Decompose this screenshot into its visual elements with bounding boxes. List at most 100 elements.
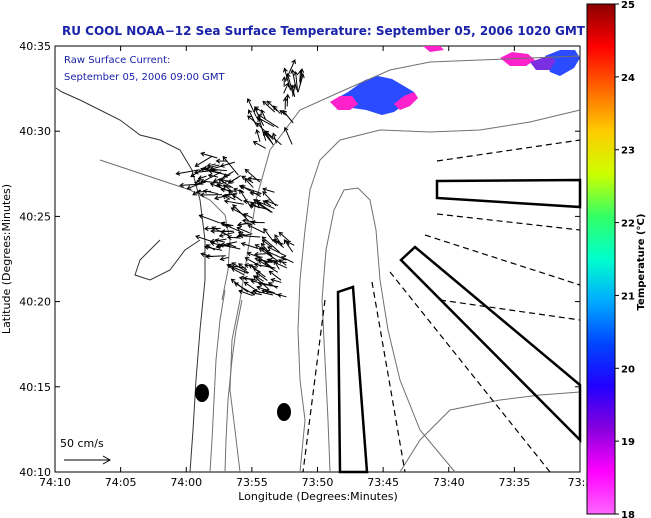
current-vector	[244, 177, 254, 188]
x-tick-label: 74:05	[105, 476, 137, 489]
scale-arrow: 50 cm/s	[60, 437, 112, 465]
current-vectors	[175, 59, 305, 298]
x-tick-label: 73:55	[236, 476, 268, 489]
current-vector	[220, 187, 236, 193]
current-vector	[238, 289, 253, 297]
current-vector	[282, 67, 292, 91]
current-vector	[271, 132, 277, 144]
current-vector	[266, 100, 278, 112]
colorbar-tick-label: 23	[621, 146, 635, 157]
current-vector	[246, 251, 259, 258]
current-vector	[265, 249, 287, 261]
current-vector	[254, 275, 264, 282]
current-vector	[266, 258, 288, 269]
colorbar-tick-label: 20	[621, 364, 635, 375]
current-vector	[264, 261, 274, 270]
current-vector	[267, 282, 278, 289]
current-vector	[258, 248, 280, 263]
current-vector	[248, 264, 266, 278]
current-vector	[195, 234, 215, 243]
coastline-main	[55, 87, 206, 473]
x-tick-label: 74:00	[170, 476, 202, 489]
contour-shelf	[297, 109, 581, 473]
current-vector	[240, 185, 262, 198]
current-vector	[256, 122, 274, 140]
colorbar-tick-label: 22	[621, 219, 635, 230]
y-axis-label: Latitude (Degrees:Minutes)	[0, 184, 13, 334]
y-tick-label: 40:20	[19, 296, 51, 309]
colorbar-tick-label: 18	[621, 510, 635, 518]
current-vector	[263, 227, 274, 242]
current-vector	[220, 229, 233, 235]
sst-patch-magenta-east	[394, 92, 418, 110]
current-vector	[223, 199, 244, 205]
current-vector	[205, 244, 216, 251]
current-vector	[203, 226, 221, 232]
annotation-line1: Raw Surface Current:	[64, 55, 170, 66]
y-tick-label: 40:10	[19, 466, 51, 479]
contour-deep	[399, 391, 581, 473]
current-vector	[215, 158, 228, 164]
sst-patch-ne-purple	[530, 56, 556, 70]
beam-diagonal	[399, 245, 582, 444]
current-vector	[218, 231, 235, 238]
current-vector	[209, 238, 227, 244]
current-vector	[255, 129, 261, 142]
current-vector	[283, 126, 293, 145]
current-vector	[262, 100, 276, 113]
current-vector	[286, 240, 295, 246]
current-vector	[207, 173, 219, 179]
current-vector	[243, 213, 253, 219]
x-axis-ticks: 74:10 74:05 74:00 73:55 73:50 73:45 73:40 73:35…	[39, 46, 592, 489]
y-tick-label: 40:30	[19, 125, 51, 138]
current-vector	[222, 171, 234, 178]
map-title: RU COOL NOAA−12 Sea Surface Temperature:…	[62, 24, 586, 38]
current-vector	[252, 141, 266, 149]
current-vector	[202, 164, 220, 171]
current-vector	[248, 203, 270, 211]
current-vector	[228, 190, 236, 199]
scale-arrow-head	[102, 455, 112, 465]
current-vector	[237, 221, 252, 227]
current-vector	[261, 239, 273, 248]
current-vector	[290, 69, 297, 91]
current-vector	[247, 109, 258, 127]
contour-north-bank	[99, 159, 231, 301]
beam-dash-6	[302, 299, 326, 473]
current-vector	[260, 242, 273, 257]
current-vector	[250, 219, 265, 225]
colorbar-label: Temperature (°C)	[636, 214, 647, 311]
current-vector	[224, 193, 236, 201]
current-vector	[293, 70, 299, 93]
beam-dash-5	[371, 281, 406, 473]
current-vector	[268, 270, 282, 281]
beam-dash-4	[389, 271, 551, 473]
annotation-line2: September 05, 2006 09:00 GMT	[64, 72, 226, 83]
current-vector	[209, 241, 232, 248]
beam-north	[435, 178, 582, 209]
current-vector	[219, 221, 232, 227]
current-vector	[230, 267, 244, 275]
current-vector	[278, 259, 287, 266]
y-axis-ticks: 40:35 40:30 40:25 40:20 40:15 40:10	[19, 40, 580, 479]
current-vector	[247, 115, 258, 125]
current-vector	[197, 175, 207, 181]
current-vector	[194, 155, 213, 167]
beam-south	[336, 285, 369, 474]
y-tick-label: 40:25	[19, 210, 51, 223]
sst-patch-magenta-top	[423, 46, 444, 52]
y-tick-label: 40:15	[19, 381, 51, 394]
current-vector	[175, 169, 200, 176]
current-vector	[241, 218, 257, 224]
current-vector	[252, 288, 274, 296]
bathymetry-contours	[55, 55, 581, 473]
colorbar-tick-label: 19	[621, 437, 635, 448]
sst-patch-magenta-north	[330, 96, 358, 110]
current-vector	[198, 214, 221, 224]
current-vector	[220, 177, 235, 183]
current-vector	[179, 182, 204, 188]
current-vector	[261, 288, 273, 294]
current-vector	[247, 223, 265, 234]
current-vector	[226, 235, 239, 240]
colorbar-tick-label: 21	[621, 291, 635, 302]
